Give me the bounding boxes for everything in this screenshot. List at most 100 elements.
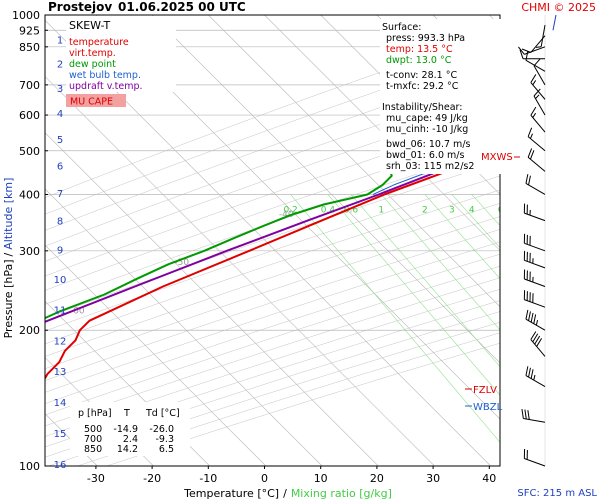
barb-flag — [519, 49, 524, 59]
barb-flag — [530, 74, 537, 83]
t-conv: t-conv: 28.1 °C — [386, 70, 457, 81]
isotherm-label: -10 °C — [592, 65, 600, 75]
mixing-ratio-line — [594, 194, 600, 466]
legend-item-temperature: temperature — [69, 37, 129, 48]
barb-half — [535, 320, 539, 326]
credit: CHMI © 2025 — [521, 1, 596, 14]
dry-adiabat — [45, 146, 500, 305]
fzlv-marker: FZLV — [473, 385, 497, 396]
wind-barb — [527, 148, 546, 172]
isotherm — [151, 15, 500, 364]
altitude-tick-label: 3 — [57, 84, 63, 95]
legend-item-virt-temp: virt.temp. — [69, 48, 116, 59]
mixing-ratio-label: 0.6 — [344, 205, 359, 215]
wind-barb — [523, 269, 546, 287]
pressure-tick-label: 300 — [19, 245, 40, 258]
barb-flag — [525, 366, 529, 376]
altitude-tick-label: 16 — [54, 460, 67, 471]
mixing-ratio-label: 2 — [422, 205, 428, 215]
wind-barb — [533, 88, 546, 116]
barb-staff — [525, 59, 546, 72]
mxws-marker: MXWS — [481, 152, 513, 163]
barb-flag — [525, 309, 529, 320]
altitude-tick-label: 8 — [57, 217, 63, 228]
pressure-tick-label: 925 — [19, 24, 40, 37]
mixing-ratio-line — [539, 194, 600, 466]
isotherm — [264, 15, 500, 251]
barb-staff — [540, 24, 546, 47]
srh-03: srh_03: 115 m2/s2 — [386, 161, 474, 172]
barb-staff — [525, 318, 546, 331]
altitude-tick-label: 5 — [57, 135, 63, 146]
wind-barb — [523, 233, 546, 252]
table-row-500-td: -26.0 — [149, 424, 174, 435]
wind-barb — [527, 127, 546, 152]
dry-adiabat — [45, 216, 500, 369]
temperature-tick-label: -20 — [143, 472, 161, 485]
altitude-tick-label: 1 — [57, 35, 63, 46]
barb-flag — [527, 127, 533, 137]
table-row-500-p: 500 — [84, 424, 102, 435]
mixing-ratio-line — [424, 194, 500, 280]
barb-staff — [524, 299, 546, 308]
mixing-ratio-label: 14 — [559, 205, 571, 215]
barb-staff — [527, 136, 546, 152]
temperature-tick-label: -30 — [87, 472, 105, 485]
mu-cape: mu_cape: 49 J/kg — [386, 113, 468, 124]
level-table-box — [70, 402, 190, 456]
barb-flag — [532, 333, 539, 343]
temperature-tick-label: 10 — [314, 472, 328, 485]
barb-half — [529, 133, 533, 139]
wind-barb — [525, 366, 546, 388]
mixing-ratio-label: 4 — [469, 205, 475, 215]
table-row-700-t: 2.4 — [123, 434, 138, 445]
barb-flag — [528, 175, 531, 186]
dry-adiabat — [45, 203, 500, 357]
barb-staff — [524, 46, 546, 55]
altitude-tick-label: 14 — [54, 398, 67, 409]
wind-barb — [523, 448, 546, 467]
legend-title: SKEW-T — [69, 19, 111, 32]
sfc-elevation: SFC: 215 m ASL — [517, 488, 597, 499]
barb-flag — [528, 311, 531, 321]
mixing-ratio-line — [553, 194, 600, 466]
dry-adiabat — [45, 83, 500, 247]
pressure-tick-label: 600 — [19, 109, 40, 122]
barb-flag — [533, 314, 537, 324]
barb-staff — [533, 65, 546, 86]
barb-flag — [530, 106, 537, 116]
dry-adiabat — [45, 175, 500, 332]
dry-adiabat — [45, 48, 500, 215]
barb-staff — [525, 375, 546, 388]
isotherm — [45, 76, 435, 466]
dry-adiabat — [45, 189, 500, 345]
barb-flag — [530, 312, 534, 323]
mixing-ratio-label: 0.4 — [321, 205, 336, 215]
barb-staff — [524, 458, 546, 467]
barb-half — [532, 80, 537, 86]
barb-staff — [530, 82, 546, 100]
surface-wind-marker — [552, 14, 557, 31]
barb-half — [533, 374, 536, 381]
mixing-ratio-label: 1 — [378, 205, 384, 215]
barb-staff — [524, 212, 546, 222]
barb-staff — [527, 156, 546, 172]
info-box — [380, 19, 502, 174]
datetime: 01.06.2025 00 UTC — [118, 0, 246, 14]
barb-flag — [521, 48, 532, 53]
surface-title: Surface: — [382, 22, 421, 33]
pressure-tick-label: 100 — [19, 460, 40, 473]
pressure-tick-label: 700 — [19, 79, 40, 92]
wind-barb — [525, 309, 546, 331]
table-row-850-td: 6.5 — [159, 444, 174, 455]
temperature-tick-label: 30 — [426, 472, 440, 485]
isotherm — [45, 244, 267, 466]
dry-adiabat — [45, 277, 500, 427]
mixing-ratio-label: 20 — [588, 205, 600, 215]
barb-flag — [530, 331, 537, 340]
barb-flag — [533, 88, 541, 97]
barb-flag — [521, 409, 524, 419]
pressure-tick-label: 400 — [19, 188, 40, 201]
barb-flag — [527, 410, 530, 420]
plot-frame — [44, 14, 501, 467]
